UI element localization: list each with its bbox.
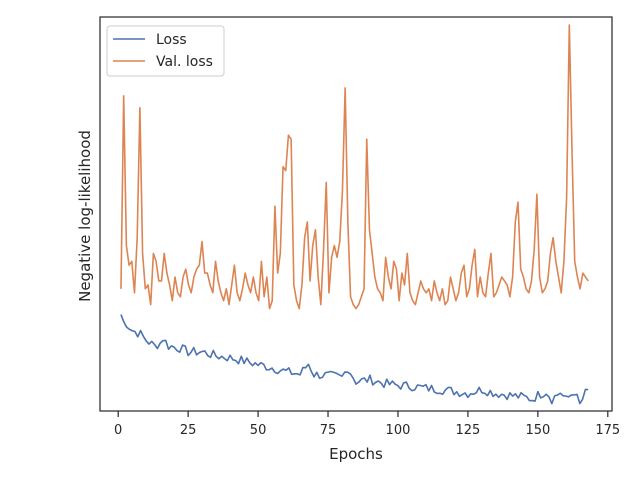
series-line-val-loss bbox=[120, 24, 589, 310]
series-line-loss bbox=[120, 314, 589, 405]
axes-frame bbox=[99, 16, 613, 412]
legend: Loss Val. loss bbox=[106, 25, 225, 77]
x-tick-label-175: 175 bbox=[595, 423, 620, 438]
plot-area: 0 25 50 75 100 125 150 175 bbox=[99, 16, 620, 438]
x-tick-label-100: 100 bbox=[386, 423, 411, 438]
x-tick-label-150: 150 bbox=[525, 423, 550, 438]
series-layer bbox=[120, 24, 589, 405]
x-tick-label-25: 25 bbox=[180, 423, 197, 438]
x-axis-label: Epochs bbox=[329, 445, 383, 463]
x-tick-label-125: 125 bbox=[455, 423, 480, 438]
x-tick-label-0: 0 bbox=[114, 423, 122, 438]
x-tick-label-75: 75 bbox=[320, 423, 337, 438]
y-axis-label: Negative log-likelihood bbox=[76, 130, 94, 302]
legend-label-loss: Loss bbox=[156, 32, 187, 48]
x-tick-label-50: 50 bbox=[250, 423, 267, 438]
legend-label-val-loss: Val. loss bbox=[156, 54, 213, 70]
x-axis-ticks: 0 25 50 75 100 125 150 175 bbox=[114, 411, 620, 438]
